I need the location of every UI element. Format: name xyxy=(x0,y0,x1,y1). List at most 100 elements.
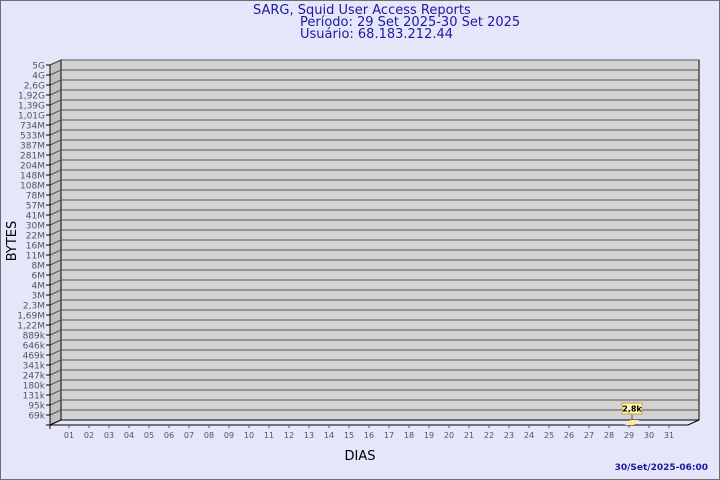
gridline-side xyxy=(49,379,62,386)
data-label-box xyxy=(621,402,643,415)
y-tick-label: 1,39G xyxy=(18,102,45,112)
x-tick-label: 08 xyxy=(204,431,214,440)
x-tick-label: 12 xyxy=(284,431,294,440)
gridline-side xyxy=(49,209,62,216)
gridline-side xyxy=(49,329,62,336)
x-axis-label: DIAS xyxy=(345,449,376,464)
gridline-side xyxy=(49,369,62,376)
x-tick-label: 11 xyxy=(264,431,274,440)
gridline-side xyxy=(49,149,62,156)
y-tick-label: 2,6G xyxy=(24,82,45,92)
gridline-side xyxy=(49,299,62,306)
y-tick-label: 734M xyxy=(20,122,45,132)
gridline-side xyxy=(49,249,62,256)
y-tick-label: 247k xyxy=(23,372,46,382)
gridline-side xyxy=(49,279,62,286)
y-tick-label: 1,22M xyxy=(17,322,45,332)
x-tick-label: 06 xyxy=(164,431,174,440)
plot-floor xyxy=(49,419,700,426)
y-tick-label: 57M xyxy=(26,202,45,212)
gridline-side xyxy=(49,289,62,296)
x-tick-label: 23 xyxy=(504,431,514,440)
gridline-side xyxy=(49,179,62,186)
y-tick-label: 108M xyxy=(20,182,45,192)
gridline-side xyxy=(49,189,62,196)
y-tick-label: 11M xyxy=(26,252,45,262)
x-tick-label: 27 xyxy=(584,431,594,440)
y-tick-label: 148M xyxy=(20,172,45,182)
y-tick-label: 6M xyxy=(32,272,46,282)
x-tick-label: 03 xyxy=(104,431,114,440)
gridline-side xyxy=(49,79,62,86)
gridline-side xyxy=(49,199,62,206)
x-tick-label: 30 xyxy=(644,431,654,440)
gridline-side xyxy=(49,309,62,316)
y-tick-label: 180k xyxy=(23,382,46,392)
y-tick-label: 387M xyxy=(20,142,45,152)
x-tick-label: 25 xyxy=(544,431,554,440)
gridline-side xyxy=(49,129,62,136)
y-tick-label: 281M xyxy=(20,152,45,162)
gridline-side xyxy=(49,219,62,226)
y-tick-label: 131k xyxy=(23,392,46,402)
x-tick-label: 18 xyxy=(404,431,414,440)
x-tick-label: 15 xyxy=(344,431,354,440)
gridline-side xyxy=(49,139,62,146)
x-tick-label: 01 xyxy=(64,431,74,440)
gridline-side xyxy=(49,99,62,106)
y-tick-label: 41M xyxy=(26,212,45,222)
y-tick-label: 469k xyxy=(23,352,46,362)
x-tick-label: 22 xyxy=(484,431,494,440)
gridline-side xyxy=(49,169,62,176)
y-tick-label: 30M xyxy=(26,222,45,232)
x-tick-label: 29 xyxy=(624,431,634,440)
y-tick-label: 1,69M xyxy=(17,312,45,322)
y-tick-label: 1,01G xyxy=(18,112,45,122)
gridline-side xyxy=(49,389,62,396)
x-tick-label: 17 xyxy=(384,431,394,440)
gridline-side xyxy=(49,119,62,126)
gridline-side xyxy=(49,59,62,66)
x-tick-label: 04 xyxy=(124,431,134,440)
y-tick-label: 533M xyxy=(20,132,45,142)
gridline-side xyxy=(49,229,62,236)
gridline-side xyxy=(49,319,62,326)
gridline-side xyxy=(49,349,62,356)
y-tick-label: 2,3M xyxy=(23,302,45,312)
y-tick-label: 78M xyxy=(26,192,45,202)
y-tick-label: 3M xyxy=(32,292,46,302)
x-tick-label: 02 xyxy=(84,431,94,440)
x-tick-label: 24 xyxy=(524,431,534,440)
y-tick-label: 16M xyxy=(26,242,45,252)
gridline-side xyxy=(49,159,62,166)
x-tick-label: 26 xyxy=(564,431,574,440)
data-label: 2,8k xyxy=(622,405,642,414)
y-tick-label: 8M xyxy=(32,262,46,272)
y-tick-label: 69k xyxy=(28,412,45,422)
gridline-side xyxy=(49,409,62,416)
gridline-side xyxy=(49,339,62,346)
y-tick-label: 5G xyxy=(32,62,45,72)
gridline-side xyxy=(49,399,62,406)
x-tick-label: 20 xyxy=(444,431,454,440)
x-tick-label: 14 xyxy=(324,431,334,440)
gridline-side xyxy=(49,359,62,366)
gridline-side xyxy=(49,269,62,276)
x-tick-label: 07 xyxy=(184,431,194,440)
gridline-side xyxy=(49,109,62,116)
x-tick-label: 16 xyxy=(364,431,374,440)
gridline-side xyxy=(49,239,62,246)
y-tick-label: 22M xyxy=(26,232,45,242)
y-tick-label: 95k xyxy=(28,402,45,412)
x-tick-label: 13 xyxy=(304,431,314,440)
gridline-side xyxy=(49,259,62,266)
x-tick-label: 10 xyxy=(244,431,254,440)
x-tick-label: 28 xyxy=(604,431,614,440)
y-tick-label: 889k xyxy=(23,332,46,342)
y-tick-label: 4G xyxy=(32,72,45,82)
chart-period: Período: 29 Set 2025-30 Set 2025 xyxy=(300,15,521,30)
y-axis-label: BYTES xyxy=(5,221,20,262)
x-tick-label: 05 xyxy=(144,431,154,440)
chart-title: SARG, Squid User Access Reports xyxy=(253,3,471,18)
